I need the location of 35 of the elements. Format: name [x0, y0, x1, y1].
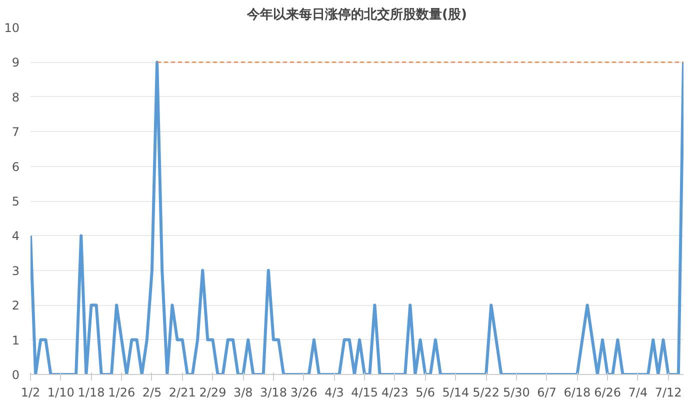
y-tick-label: 10: [4, 21, 20, 35]
y-tick-label: 5: [12, 194, 20, 208]
x-tick-label: 5/14: [442, 386, 470, 400]
x-tick-label: 1/2: [20, 386, 40, 400]
x-tick-label: 6/26: [594, 386, 622, 400]
y-tick-label: 6: [12, 160, 20, 174]
x-tick-label: 7/12: [654, 386, 682, 400]
x-tick-label: 2/29: [199, 386, 226, 400]
y-tick-label: 2: [12, 298, 20, 313]
x-tick-label: 6/7: [537, 386, 556, 400]
y-tick-label: 4: [12, 229, 20, 244]
y-tick-label: 9: [12, 56, 20, 70]
x-tick-label: 4/3: [324, 386, 344, 400]
x-tick-label: 6/18: [564, 386, 591, 400]
x-tick-label: 3/8: [233, 386, 253, 400]
x-tick-label: 4/23: [381, 386, 408, 400]
line-series: [30, 60, 684, 374]
y-tick-label: 3: [12, 264, 20, 278]
chart-title: 今年以来每日涨停的北交所股数量(股): [246, 6, 467, 22]
y-tick-label: 0: [12, 368, 20, 382]
x-tick-label: 5/6: [416, 386, 435, 400]
x-tick-label: 2/5: [142, 386, 162, 400]
y-tick-label: 7: [12, 125, 20, 140]
x-tick-label: 3/18: [260, 386, 287, 400]
x-tick-label: 1/18: [78, 386, 105, 400]
x-tick-label: 7/4: [628, 386, 648, 400]
y-tick-label: 1: [12, 333, 20, 348]
x-tick-label: 5/22: [472, 386, 500, 400]
x-tick-label: 2/21: [168, 386, 196, 400]
x-tick-label: 1/10: [47, 386, 74, 400]
x-tick-label: 5/30: [502, 386, 530, 400]
x-tick-label: 4/15: [351, 386, 378, 400]
y-tick-label: 8: [12, 90, 20, 104]
x-tick-label: 1/26: [108, 386, 136, 400]
x-tick-label: 3/26: [290, 386, 318, 400]
